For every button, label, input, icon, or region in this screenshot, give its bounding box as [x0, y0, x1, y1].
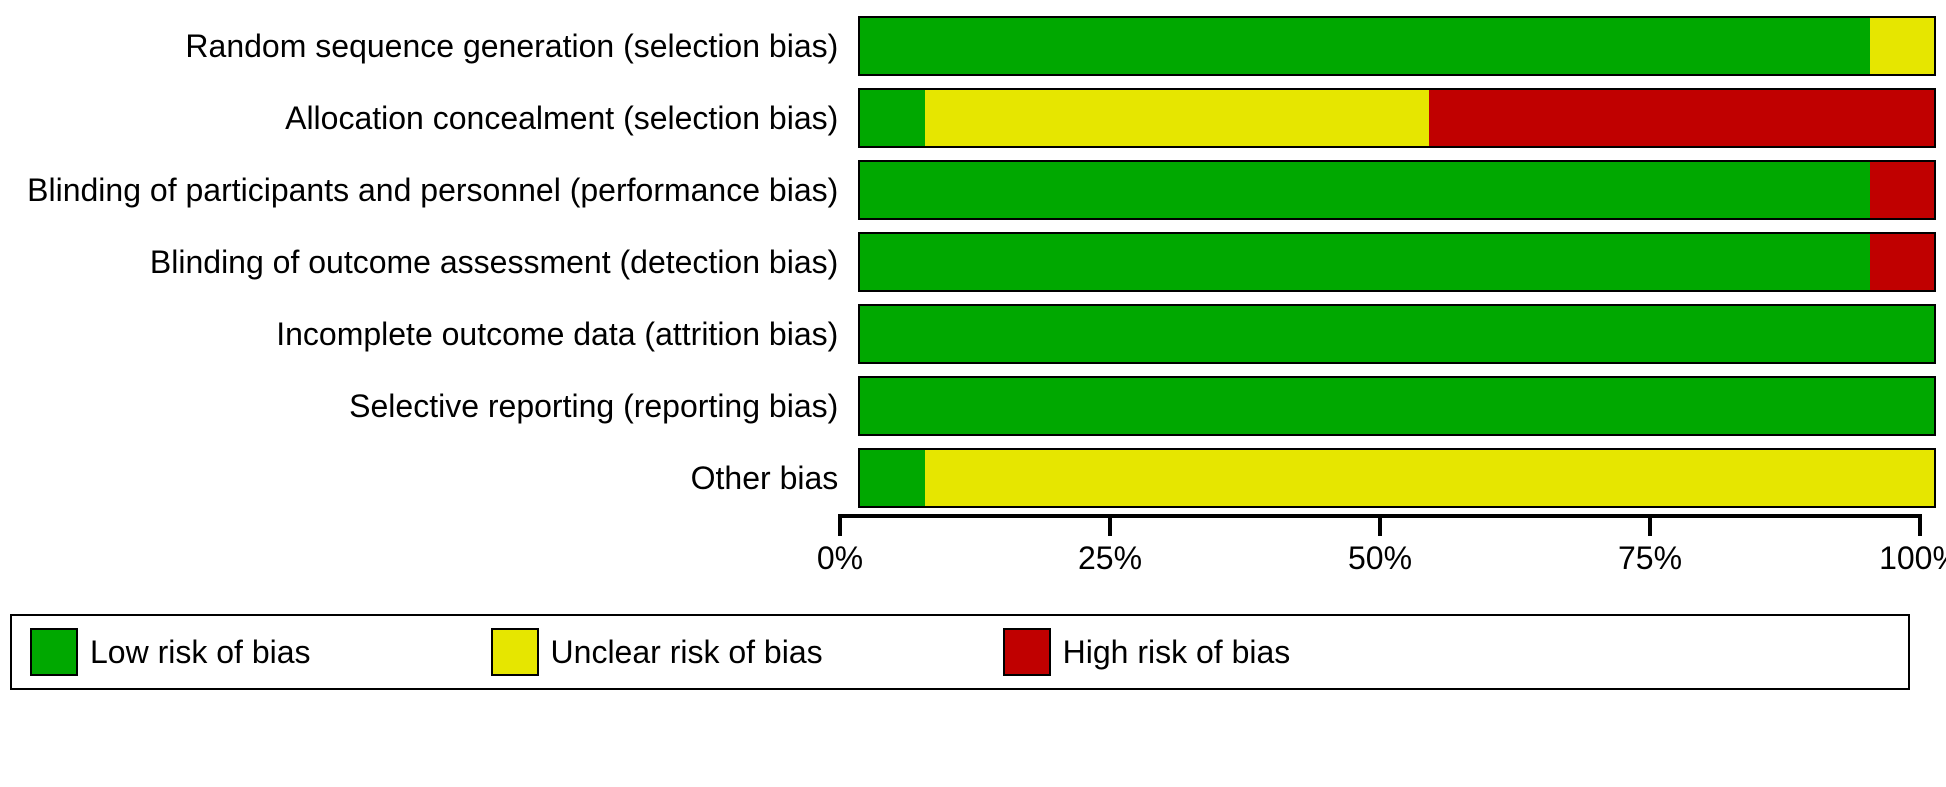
legend-label: Low risk of bias	[90, 634, 311, 671]
bar-segment-low	[860, 90, 924, 146]
bar-segment-low	[860, 450, 924, 506]
legend-swatch-high	[1003, 628, 1051, 676]
bar-segment-low	[860, 234, 1869, 290]
axis-tick-label: 50%	[1348, 540, 1412, 577]
bar-segment-unclear	[925, 90, 1430, 146]
bar-segment-low	[860, 306, 1934, 362]
stacked-bar	[858, 304, 1936, 364]
axis-tick-label: 75%	[1618, 540, 1682, 577]
chart-row: Random sequence generation (selection bi…	[10, 10, 1936, 82]
bar-segment-low	[860, 18, 1869, 74]
row-label: Incomplete outcome data (attrition bias)	[10, 316, 858, 353]
row-label: Blinding of outcome assessment (detectio…	[10, 244, 858, 281]
stacked-bar	[858, 448, 1936, 508]
axis-tick-label: 25%	[1078, 540, 1142, 577]
legend-item-low: Low risk of bias	[30, 628, 311, 676]
risk-of-bias-chart: Random sequence generation (selection bi…	[10, 10, 1936, 690]
axis-tick-label: 0%	[817, 540, 863, 577]
bar-segment-low	[860, 162, 1869, 218]
chart-row: Blinding of outcome assessment (detectio…	[10, 226, 1936, 298]
legend-swatch-unclear	[491, 628, 539, 676]
stacked-bar	[858, 160, 1936, 220]
bar-segment-high	[1870, 234, 1934, 290]
legend-swatch-low	[30, 628, 78, 676]
axis-tick-label: 100%	[1879, 540, 1946, 577]
legend-item-high: High risk of bias	[1003, 628, 1291, 676]
stacked-bar	[858, 16, 1936, 76]
chart-row: Selective reporting (reporting bias)	[10, 370, 1936, 442]
chart-row: Incomplete outcome data (attrition bias)	[10, 298, 1936, 370]
axis-tick	[1648, 514, 1652, 536]
x-axis-row: 0%25%50%75%100%	[10, 514, 1936, 604]
axis-tick	[1918, 514, 1922, 536]
legend: Low risk of bias Unclear risk of bias High…	[10, 614, 1910, 690]
legend-label: High risk of bias	[1063, 634, 1291, 671]
bar-segment-high	[1429, 90, 1934, 146]
bar-segment-high	[1870, 162, 1934, 218]
axis-tick	[1108, 514, 1112, 536]
row-label: Selective reporting (reporting bias)	[10, 388, 858, 425]
stacked-bar	[858, 88, 1936, 148]
chart-row: Other bias	[10, 442, 1936, 514]
legend-label: Unclear risk of bias	[551, 634, 823, 671]
chart-row: Allocation concealment (selection bias)	[10, 82, 1936, 154]
row-label: Allocation concealment (selection bias)	[10, 100, 858, 137]
row-label: Random sequence generation (selection bi…	[10, 28, 858, 65]
chart-row: Blinding of participants and personnel (…	[10, 154, 1936, 226]
legend-item-unclear: Unclear risk of bias	[491, 628, 823, 676]
bar-segment-low	[860, 378, 1934, 434]
stacked-bar	[858, 232, 1936, 292]
bar-segment-unclear	[925, 450, 1934, 506]
chart-rows: Random sequence generation (selection bi…	[10, 10, 1936, 514]
axis-tick	[1378, 514, 1382, 536]
stacked-bar	[858, 376, 1936, 436]
axis-tick	[838, 514, 842, 536]
bar-segment-unclear	[1870, 18, 1934, 74]
row-label: Other bias	[10, 460, 858, 497]
row-label: Blinding of participants and personnel (…	[10, 172, 858, 209]
